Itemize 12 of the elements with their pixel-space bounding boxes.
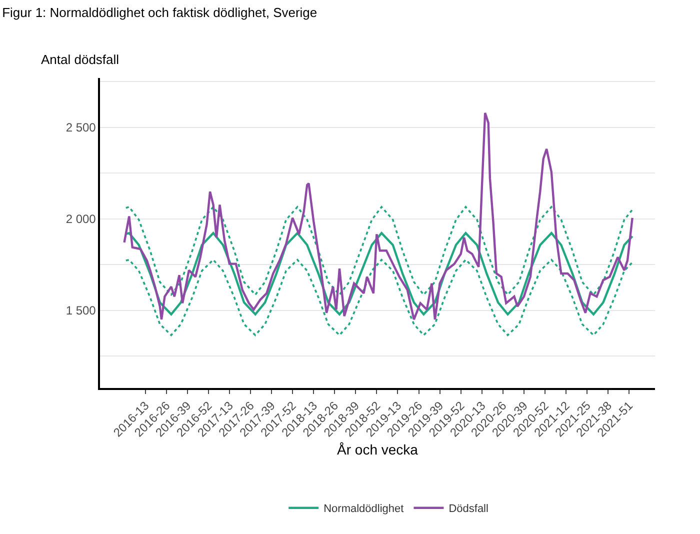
y-axis-title: Antal dödsfall — [41, 52, 120, 67]
legend-label: Normaldödlighet — [324, 503, 404, 516]
line-series — [124, 232, 634, 316]
line-series — [124, 206, 634, 296]
y-tick-label: 2 000 — [66, 212, 96, 226]
x-axis-title: År och vecka — [337, 441, 418, 458]
legend-label: Dödsfall — [448, 503, 488, 516]
y-tick-label: 2 500 — [66, 120, 96, 135]
chart-title: Figur 1: Normaldödlighet och faktisk dödlighet, Sverige — [2, 5, 318, 20]
line-series — [123, 112, 634, 321]
line-series — [124, 258, 634, 336]
y-tick-label: 1 500 — [66, 303, 96, 318]
